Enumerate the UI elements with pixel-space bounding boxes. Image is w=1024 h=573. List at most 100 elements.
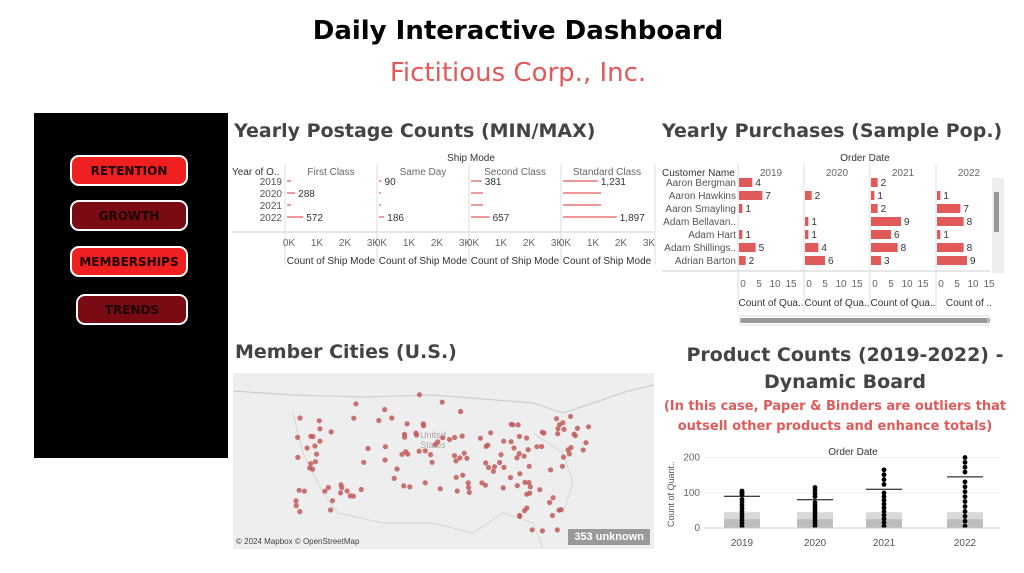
purchase-bar	[937, 191, 941, 200]
city-dot	[508, 439, 514, 445]
city-dot	[548, 467, 554, 473]
city-dot	[514, 455, 520, 461]
city-dot	[527, 484, 533, 490]
data-dot	[962, 479, 968, 485]
city-dot	[568, 413, 574, 419]
purchase-bar	[937, 217, 964, 226]
city-dot	[501, 464, 507, 470]
axis-tick: 15	[785, 279, 797, 290]
y-tick: 200	[683, 453, 700, 464]
city-dot	[453, 474, 459, 480]
axis-tick: 2K	[431, 238, 444, 249]
city-dot	[328, 507, 334, 513]
city-dot	[416, 448, 422, 454]
purchase-bar	[937, 243, 964, 252]
purchase-value-label: 1	[877, 191, 883, 202]
purchase-bar	[739, 256, 746, 265]
city-dot	[293, 503, 299, 509]
purchase-bar	[805, 217, 809, 226]
postage-value-label: 572	[306, 213, 323, 224]
city-dot	[501, 438, 507, 444]
city-dot	[427, 452, 434, 458]
purchase-value-label: 5	[759, 243, 765, 254]
city-dot	[297, 415, 303, 421]
products-title-line1: Product Counts (2019-2022) -	[686, 344, 1004, 366]
data-dot	[881, 505, 887, 511]
city-dot	[312, 459, 318, 465]
axis-label: Count of Qua..	[870, 298, 935, 309]
customer-label: Aaron Bergman	[666, 178, 736, 189]
city-dot	[317, 438, 323, 444]
nav-trends-button[interactable]: TRENDS	[76, 294, 188, 325]
city-dot	[338, 482, 344, 488]
city-dot	[404, 421, 410, 427]
purchase-value-label: 4	[821, 243, 827, 254]
city-dot	[571, 431, 577, 437]
city-dot	[498, 452, 504, 458]
year-label: 2022	[958, 168, 981, 179]
city-dot	[337, 490, 344, 496]
purchase-value-label: 2	[815, 191, 821, 202]
nav-retention-button[interactable]: RETENTION	[70, 155, 188, 186]
nav-growth-button[interactable]: GROWTH	[70, 200, 188, 231]
purchase-value-label: 1	[943, 191, 949, 202]
city-dot	[437, 486, 443, 492]
outlier-dot	[739, 488, 745, 494]
axis-label: Count of Qua..	[738, 298, 803, 309]
purchase-bar	[871, 178, 878, 187]
outlier-dot	[962, 464, 968, 470]
city-dot	[566, 451, 572, 457]
city-dot	[554, 527, 560, 533]
year-label: 2022	[260, 213, 283, 224]
city-dot	[549, 512, 556, 519]
city-dot	[522, 479, 528, 485]
purchase-value-label: 8	[967, 243, 973, 254]
city-dot	[529, 527, 535, 533]
city-dot	[308, 461, 314, 467]
products-chart[interactable]: Order Date Count of Quant.. 0 100 200 2019 202…	[660, 442, 1004, 552]
axis-tick: 3K	[367, 238, 380, 249]
purchase-value-label: 9	[970, 256, 976, 267]
map-canvas[interactable]: UnitedStates	[233, 373, 654, 549]
data-dot	[881, 520, 887, 525]
city-dot	[510, 422, 516, 428]
city-dot	[521, 453, 527, 459]
city-dot	[466, 489, 472, 495]
city-dot	[312, 443, 318, 449]
unknown-badge[interactable]: 353 unknown	[568, 529, 650, 545]
purchase-bar	[937, 230, 941, 239]
data-dot	[881, 497, 887, 503]
city-dot	[585, 424, 592, 430]
purchase-bar	[871, 256, 881, 265]
city-dot	[515, 422, 521, 428]
city-dot	[405, 451, 411, 457]
axis-tick: 5	[822, 279, 828, 290]
data-dot	[739, 496, 745, 502]
postage-value-label: 1,231	[601, 177, 626, 188]
customer-label: Adam Shillings..	[664, 243, 736, 254]
city-dot	[382, 444, 388, 450]
dashboard-title: Daily Interactive Dashboard	[312, 16, 724, 46]
city-dot	[454, 488, 460, 494]
city-dot	[325, 484, 331, 491]
outlier-dot	[881, 467, 887, 473]
city-dot	[402, 434, 408, 440]
postage-value-label: 381	[485, 177, 502, 188]
customer-label: Adam Hart	[688, 230, 736, 241]
member-cities-map[interactable]: UnitedStates © 2024 Mapbox © OpenStreetM…	[233, 373, 654, 549]
city-dot	[464, 455, 470, 461]
coast-line	[532, 432, 574, 514]
city-dot	[420, 423, 427, 429]
nav-memberships-button[interactable]: MEMBERSHIPS	[70, 246, 188, 277]
city-dot	[314, 451, 320, 457]
purchase-value-label: 6	[894, 230, 900, 241]
map-country-label: United	[420, 430, 446, 440]
ship-mode-label: Standard Class	[573, 167, 641, 178]
outlier-dot	[881, 481, 887, 487]
city-dot	[347, 493, 353, 499]
city-dot	[526, 480, 532, 486]
purchase-bar	[937, 256, 967, 265]
axis-tick: 0K	[375, 238, 388, 249]
